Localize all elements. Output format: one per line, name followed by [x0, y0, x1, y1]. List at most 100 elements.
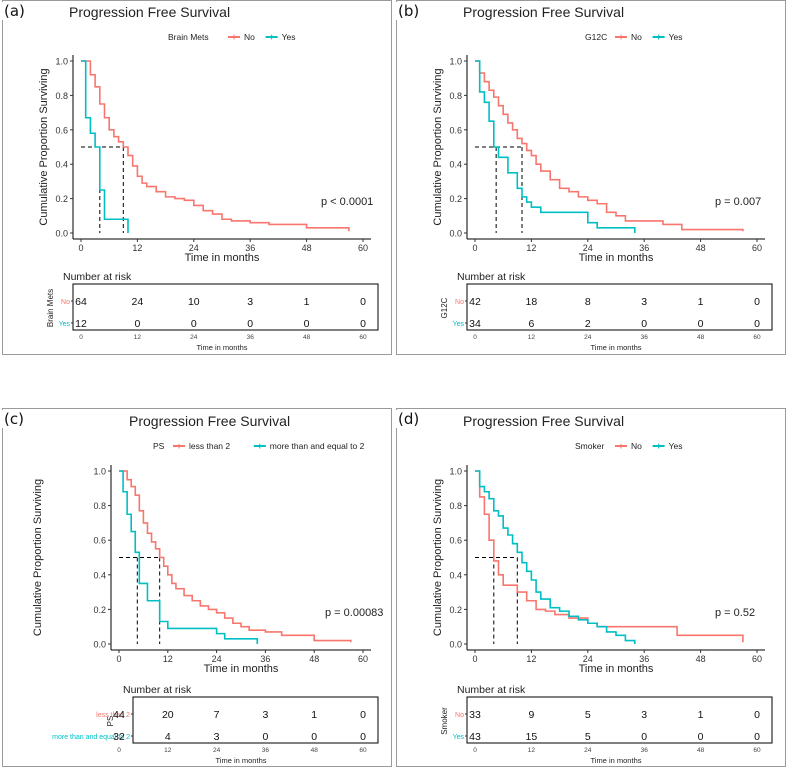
- risk-value-d-0-0: 33: [469, 709, 481, 721]
- risk-value-a-1-4: 0: [304, 318, 310, 330]
- risk-x-tick-label-c-1: 12: [164, 747, 172, 754]
- risk-value-c-1-3: 0: [262, 731, 268, 743]
- risk-table-strata-a: Brain Mets: [46, 289, 55, 327]
- risk-table-box-d: [466, 696, 773, 744]
- km-panel-c: Progression Free Survival PS + less than 2 +…: [2, 408, 392, 767]
- survival-curve-b-0: [475, 60, 744, 232]
- risk-x-tick-label-c-4: 48: [311, 747, 319, 754]
- risk-value-c-1-5: 0: [360, 731, 366, 743]
- y-tick-label-b-1: 0.2: [449, 194, 462, 204]
- legend-marker-b-1: +: [656, 32, 661, 42]
- risk-value-a-1-3: 0: [247, 318, 253, 330]
- x-axis-label-c: Time in months: [204, 663, 279, 675]
- y-tick-label-b-2: 0.4: [449, 160, 462, 170]
- risk-x-tick-label-a-0: 0: [79, 334, 83, 341]
- risk-row-label-b-1: Yes: [453, 321, 465, 328]
- risk-value-d-1-3: 0: [641, 731, 647, 743]
- x-axis-label-d: Time in months: [579, 663, 654, 675]
- risk-x-tick-label-d-1: 12: [528, 747, 536, 754]
- legend-label-d-0: No: [631, 441, 642, 451]
- legend-label-c-0: less than 2: [189, 441, 230, 451]
- risk-value-d-1-2: 5: [585, 731, 591, 743]
- legend-label-a-1: Yes: [282, 32, 296, 42]
- risk-row-label-b-0: No: [455, 299, 464, 306]
- risk-value-a-1-2: 0: [191, 318, 197, 330]
- x-tick-label-d-0: 0: [472, 654, 477, 664]
- risk-value-c-1-1: 4: [165, 731, 171, 743]
- y-tick-label-d-5: 1.0: [449, 467, 462, 477]
- km-chart-b: Progression Free Survival G12C + No + Yes 0.0 0…: [432, 4, 773, 352]
- risk-value-c-0-1: 20: [162, 709, 174, 721]
- survival-curve-a-1: [81, 60, 129, 233]
- y-axis-label-a: Cumulative Proportion Surviving: [38, 68, 50, 225]
- risk-value-d-0-5: 0: [754, 709, 760, 721]
- x-tick-label-a-5: 60: [358, 243, 368, 253]
- km-chart-d: Progression Free Survival Smoker + No + Yes 0.…: [432, 413, 773, 765]
- risk-value-c-1-2: 3: [214, 731, 220, 743]
- risk-x-axis-label-d: Time in months: [591, 756, 642, 765]
- risk-value-d-1-0: 43: [469, 731, 481, 743]
- legend-title-a: Brain Mets: [168, 32, 209, 42]
- x-tick-label-c-1: 12: [163, 654, 173, 664]
- risk-value-d-0-4: 1: [698, 709, 704, 721]
- risk-value-b-0-3: 3: [641, 296, 647, 308]
- y-tick-label-c-5: 1.0: [93, 467, 106, 477]
- legend-marker-b-0: +: [618, 32, 623, 42]
- p-value-b: p = 0.007: [715, 196, 761, 208]
- risk-table-box-c: [132, 696, 379, 744]
- km-panel-a: Progression Free Survival Brain Mets + No + Y…: [2, 0, 392, 355]
- legend-marker-c-1: +: [257, 441, 262, 451]
- km-chart-c: Progression Free Survival PS + less than 2 +…: [32, 413, 383, 765]
- risk-value-b-1-5: 0: [754, 318, 760, 330]
- legend-label-b-1: Yes: [669, 32, 683, 42]
- legend-marker-c-0: +: [176, 441, 181, 451]
- risk-value-a-0-4: 1: [304, 296, 310, 308]
- panel-label-c: (c): [2, 410, 26, 428]
- risk-value-b-0-1: 18: [526, 296, 538, 308]
- y-tick-label-c-0: 0.0: [93, 640, 106, 650]
- y-axis-label-d: Cumulative Proportion Surviving: [432, 479, 444, 636]
- legend-marker-a-1: +: [269, 32, 274, 42]
- risk-value-b-0-0: 42: [469, 296, 481, 308]
- x-tick-label-a-0: 0: [78, 243, 83, 253]
- survival-curve-d-1: [475, 470, 636, 644]
- risk-value-c-0-3: 3: [262, 709, 268, 721]
- risk-row-label-c-1: more than and equal to 2: [52, 734, 130, 741]
- y-tick-label-a-1: 0.2: [55, 194, 68, 204]
- x-tick-label-b-2: 24: [583, 243, 593, 253]
- legend-marker-d-1: +: [656, 441, 661, 451]
- risk-x-tick-label-c-3: 36: [262, 747, 270, 754]
- risk-x-tick-label-d-5: 60: [753, 747, 761, 754]
- legend-label-b-0: No: [631, 32, 642, 42]
- y-tick-label-a-4: 0.8: [55, 91, 68, 101]
- y-tick-label-a-2: 0.4: [55, 160, 68, 170]
- risk-table-title-c: Number at risk: [123, 684, 192, 696]
- risk-x-tick-label-b-1: 12: [528, 334, 536, 341]
- risk-table-box-a: [72, 283, 379, 331]
- y-tick-label-b-0: 0.0: [449, 229, 462, 239]
- x-tick-label-d-5: 60: [752, 654, 762, 664]
- risk-value-c-1-4: 0: [311, 731, 317, 743]
- y-tick-label-a-3: 0.6: [55, 125, 68, 135]
- risk-value-a-1-1: 0: [134, 318, 140, 330]
- x-tick-label-a-3: 36: [245, 243, 255, 253]
- risk-value-b-0-5: 0: [754, 296, 760, 308]
- risk-row-label-a-1: Yes: [59, 321, 71, 328]
- risk-x-axis-label-b: Time in months: [591, 343, 642, 352]
- survival-curve-c-0: [119, 470, 352, 643]
- risk-x-tick-label-a-3: 36: [247, 334, 255, 341]
- risk-value-a-0-1: 24: [132, 296, 144, 308]
- risk-x-tick-label-a-5: 60: [359, 334, 367, 341]
- y-tick-label-d-3: 0.6: [449, 536, 462, 546]
- risk-value-b-1-1: 6: [528, 318, 534, 330]
- x-axis-label-b: Time in months: [579, 252, 654, 264]
- risk-table-title-b: Number at risk: [457, 271, 526, 283]
- y-tick-label-d-4: 0.8: [449, 501, 462, 511]
- risk-value-a-0-2: 10: [188, 296, 200, 308]
- risk-value-b-0-4: 1: [698, 296, 704, 308]
- risk-value-c-0-4: 1: [311, 709, 317, 721]
- risk-row-label-a-0: No: [61, 299, 70, 306]
- risk-x-tick-label-c-0: 0: [117, 747, 121, 754]
- risk-x-tick-label-b-5: 60: [753, 334, 761, 341]
- risk-value-d-0-3: 3: [641, 709, 647, 721]
